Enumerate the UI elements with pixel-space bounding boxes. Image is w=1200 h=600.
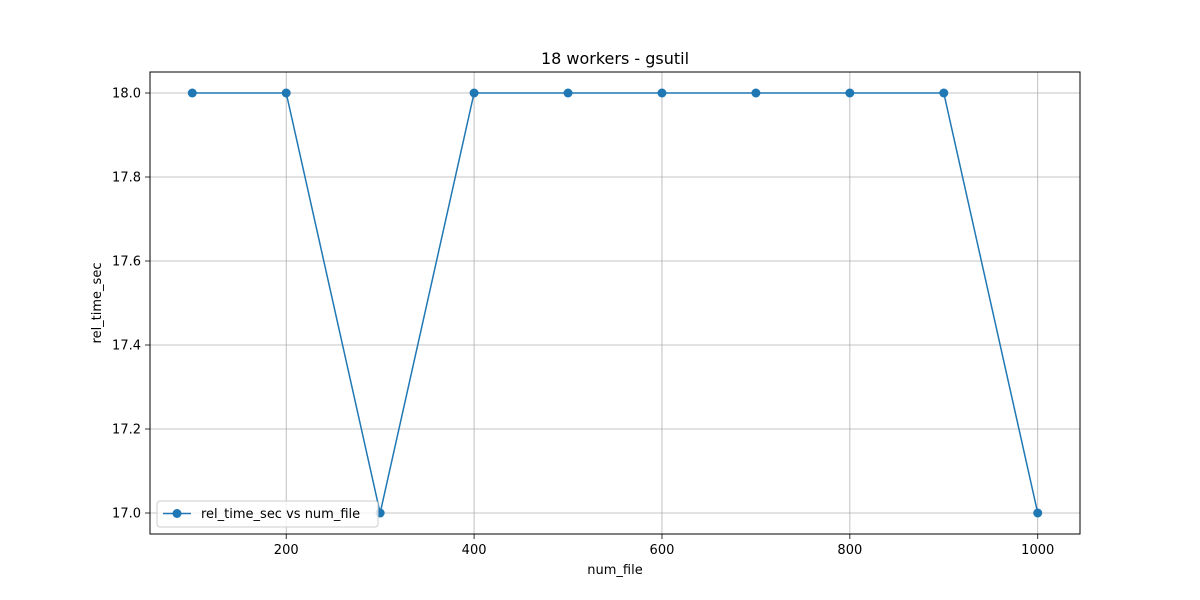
y-tick-label: 17.0 bbox=[112, 507, 141, 522]
x-axis-label: num_file bbox=[587, 563, 642, 578]
legend-label: rel_time_sec vs num_file bbox=[201, 507, 360, 522]
legend-box bbox=[156, 500, 379, 528]
data-point bbox=[657, 88, 667, 98]
data-point bbox=[845, 88, 855, 98]
y-tick-label: 17.6 bbox=[112, 255, 141, 270]
x-tick-label: 200 bbox=[274, 543, 299, 558]
data-point bbox=[469, 88, 479, 98]
data-point bbox=[751, 88, 761, 98]
x-tick-label: 600 bbox=[650, 543, 675, 558]
data-point bbox=[563, 88, 573, 98]
y-axis-label: rel_time_sec bbox=[90, 263, 105, 344]
y-tick-label: 18.0 bbox=[112, 87, 141, 102]
x-tick-label: 800 bbox=[837, 543, 862, 558]
data-point bbox=[187, 88, 197, 98]
x-tick-label: 400 bbox=[462, 543, 487, 558]
y-axis: 17.0 17.2 17.4 17.6 17.8 18.0 bbox=[112, 87, 150, 522]
x-axis: 200 400 600 800 1000 bbox=[274, 534, 1054, 558]
legend: rel_time_sec vs num_file bbox=[156, 500, 379, 528]
y-tick-label: 17.2 bbox=[112, 423, 141, 438]
legend-marker bbox=[172, 509, 182, 518]
y-tick-label: 17.8 bbox=[112, 171, 141, 186]
series-line bbox=[192, 92, 1039, 514]
series-layer bbox=[187, 88, 1043, 518]
plot-frame bbox=[149, 71, 1081, 535]
data-point bbox=[939, 88, 949, 98]
chart-title: 18 workers - gsutil bbox=[541, 49, 689, 68]
x-tick-label: 1000 bbox=[1021, 543, 1054, 558]
y-tick-label: 17.4 bbox=[112, 339, 141, 354]
data-point bbox=[1033, 508, 1043, 518]
data-point bbox=[281, 88, 291, 98]
